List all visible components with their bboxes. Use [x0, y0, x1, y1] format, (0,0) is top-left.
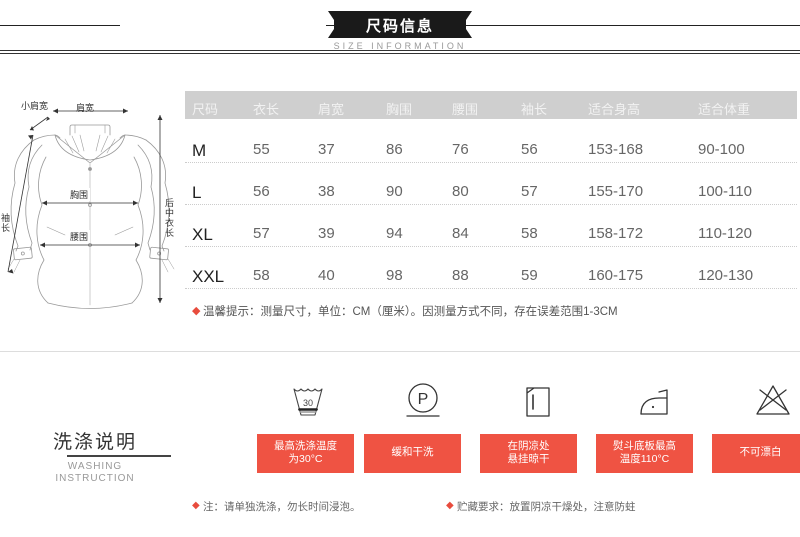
svg-text:30: 30 [303, 398, 313, 408]
svg-text:P: P [418, 391, 429, 408]
